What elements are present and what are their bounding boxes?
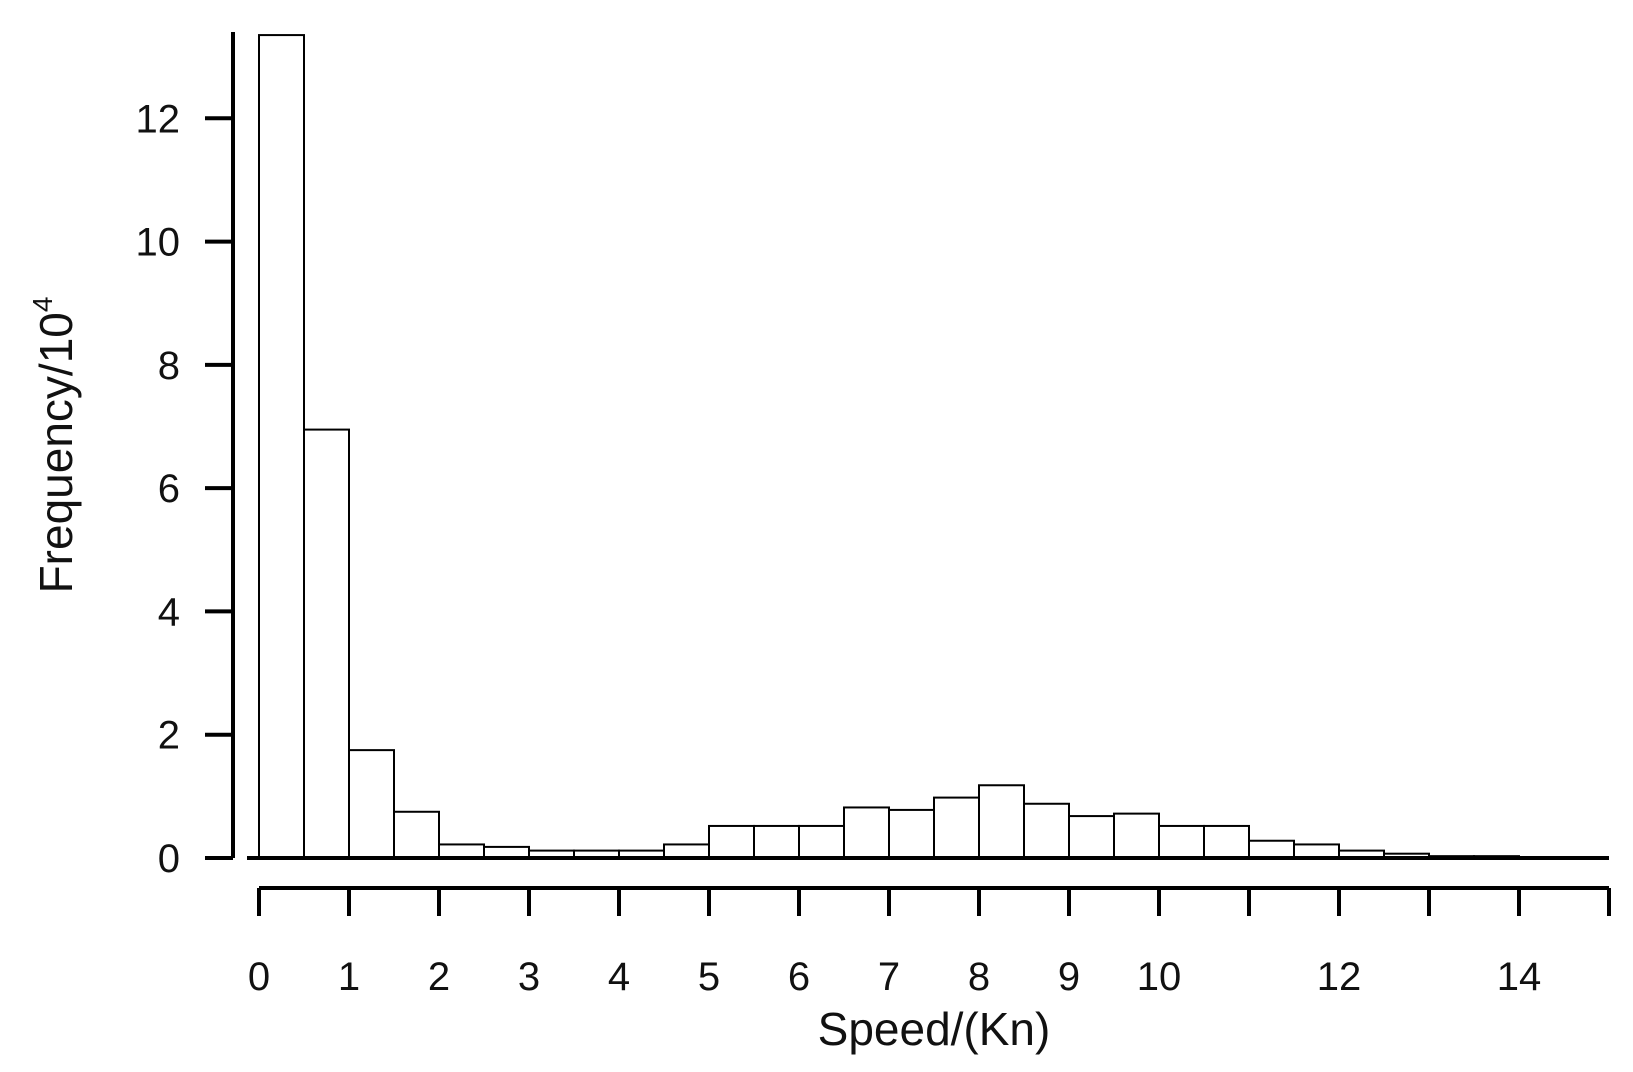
y-tick-label: 0 [158,837,180,881]
x-tick-label: 9 [1058,955,1080,999]
histogram-bar [933,796,980,860]
x-tick-label: 5 [698,955,720,999]
x-tick-label: 0 [248,955,270,999]
histogram-bar [348,749,395,860]
x-tick-label: 6 [788,955,810,999]
histogram-bar [1068,815,1115,859]
histogram-bar [708,824,755,860]
y-tick-label: 4 [158,590,180,634]
bars-group [258,34,1520,860]
histogram-bar [798,824,845,860]
x-axis-label: Speed/(Kn) [818,1003,1051,1055]
histogram-bar [888,808,935,859]
histogram-bar [1158,824,1205,860]
x-tick-label: 2 [428,955,450,999]
x-tick-label: 8 [968,955,990,999]
x-tick-label: 12 [1317,955,1362,999]
y-axis-label-base: Frequency/10 [30,312,82,593]
y-tick-label: 6 [158,467,180,511]
y-tick-label: 2 [158,714,180,758]
histogram-bar [393,810,440,860]
histogram-bar [303,428,350,859]
histogram-bar [1023,802,1070,860]
histogram-bar [843,806,890,860]
histogram-bar [663,843,710,859]
histogram-bar [1203,824,1250,860]
x-tick-label: 1 [338,955,360,999]
x-tick-label: 10 [1137,955,1182,999]
histogram-bar [978,784,1025,860]
histogram-bar [1248,839,1295,859]
x-tick-label: 7 [878,955,900,999]
y-axis-label: Frequency/104 [27,297,82,594]
histogram-bar [1293,843,1340,859]
x-tick-label: 14 [1497,955,1542,999]
histogram-bar [1113,812,1160,860]
histogram-bar [438,843,485,859]
y-tick-label: 12 [136,97,181,141]
y-ticks-group: 0 2 4 6 8 10 12 [136,97,233,881]
y-tick-label: 8 [158,344,180,388]
x-ticks-group: 0 1 2 3 4 5 6 7 8 9 10 12 14 [248,888,1611,999]
x-tick-label: 4 [608,955,630,999]
histogram-bar [753,824,800,860]
y-axis-label-exponent: 4 [27,297,58,313]
y-tick-label: 10 [136,221,181,265]
histogram-bar [258,34,305,859]
x-tick-label: 3 [518,955,540,999]
